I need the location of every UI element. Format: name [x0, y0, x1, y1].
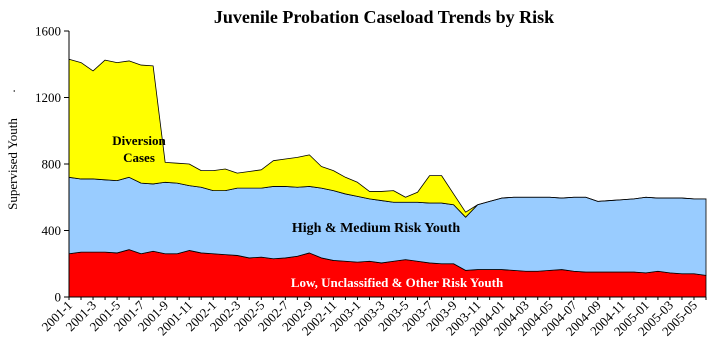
y-axis-label-suffix: . [3, 89, 18, 92]
series-layer [68, 58, 707, 298]
annotation-diversion-line1: Diversion [112, 133, 166, 148]
axis-layer [64, 30, 707, 300]
y-tick-label: 1600 [35, 24, 61, 39]
y-tick-label: 800 [42, 157, 62, 172]
y-axis-label: Supervised Youth [5, 118, 20, 210]
y-tick-label: 0 [55, 290, 62, 305]
chart-title: Juvenile Probation Caseload Trends by Ri… [214, 7, 554, 27]
annotation-diversion-line2: Cases [123, 150, 155, 165]
x-tick-labels: 2001-12001-32001-52001-72001-92001-11200… [38, 297, 700, 339]
y-tick-label: 1200 [35, 90, 61, 105]
y-tick-label: 400 [42, 223, 62, 238]
y-tick-labels: 0 400 800 1200 1600 [35, 24, 61, 305]
annotation-high-medium: High & Medium Risk Youth [292, 221, 461, 236]
annotation-low: Low, Unclassified & Other Risk Youth [291, 275, 504, 290]
series-area-2 [68, 58, 707, 218]
